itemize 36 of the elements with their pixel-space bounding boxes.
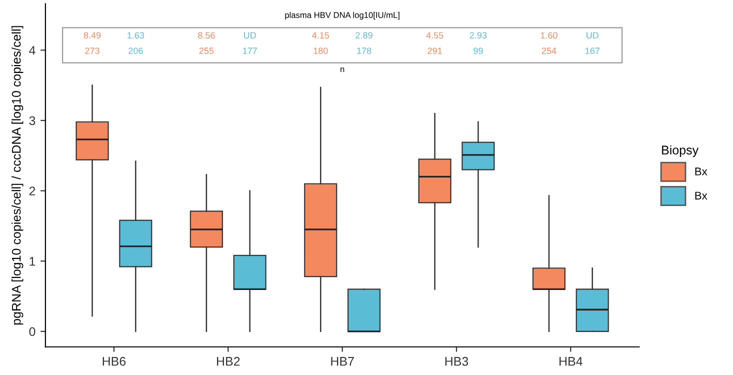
x-tick-label: HB3 xyxy=(445,356,468,366)
annotation: 180 xyxy=(314,48,328,54)
annotation: 291 xyxy=(428,48,442,54)
annotation: 255 xyxy=(199,48,214,54)
annotation: 254 xyxy=(542,48,556,54)
annotation: 206 xyxy=(128,48,143,54)
annotation: 1.63 xyxy=(128,32,144,39)
annotation: UD xyxy=(244,32,256,39)
annotation: 4.15 xyxy=(312,32,330,39)
x-tick-label: HB7 xyxy=(331,357,354,366)
annotation: 178 xyxy=(357,48,372,54)
annotation: 177 xyxy=(242,48,257,54)
annotation: 167 xyxy=(586,48,600,54)
x-tick-label: HB4 xyxy=(560,357,582,366)
legend-label: Bx xyxy=(695,192,708,200)
annotation: 2.89 xyxy=(356,32,372,39)
legend-label: Bx xyxy=(695,168,708,176)
y-tick-label: 0 xyxy=(29,327,36,336)
annotation: 273 xyxy=(85,48,100,54)
annotation: 1.60 xyxy=(540,32,558,39)
y-tick-label: 2 xyxy=(29,186,36,196)
annotation: 4.55 xyxy=(426,32,444,39)
annotation: plasma HBV DNA log10[IU/mL] xyxy=(285,12,400,20)
y-tick-label: 3 xyxy=(29,116,36,126)
annotation: UD xyxy=(586,32,598,39)
annotation: 99 xyxy=(474,48,483,54)
x-tick-label: HB2 xyxy=(217,356,240,366)
annotation: 8.49 xyxy=(84,32,101,39)
y-tick-label: 1 xyxy=(30,257,36,266)
legend-title: Biopsy xyxy=(662,145,699,157)
annotation: 8.56 xyxy=(198,32,215,39)
y-tick-label: 4 xyxy=(29,46,36,55)
y-axis-title: pgRNA [log10 copies/cell] / cccDNA [log10 copies/cell] xyxy=(12,26,24,325)
annotation: 2.93 xyxy=(470,32,487,39)
x-tick-label: HB6 xyxy=(102,356,126,366)
annotation: n xyxy=(340,68,344,72)
